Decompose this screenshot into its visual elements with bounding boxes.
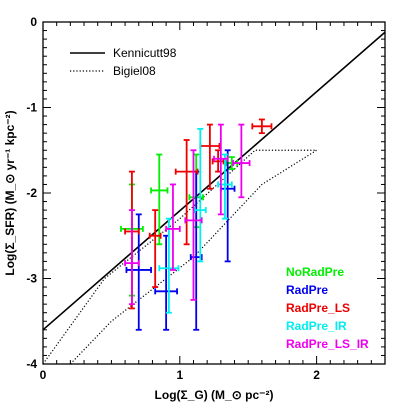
data-point-radpre-ls-ir <box>232 123 251 199</box>
data-point-radpre-ls-ir <box>184 149 203 301</box>
legend-label-radpre-ls-ir: RadPre_LS_IR <box>286 337 369 351</box>
legend-label-radpre-ir: RadPre_IR <box>286 319 347 333</box>
line-legend: Kennicutt98 Bigiel08 <box>70 46 177 78</box>
data-point-radpre-ls <box>148 209 162 288</box>
axis-titles: Log(Σ_G) (M_⊙ pc⁻²) Log(Σ_SFR) (M_⊙ yr⁻¹… <box>3 110 273 402</box>
data-point-radpre-ls <box>174 139 199 246</box>
legend-label-radpre: RadPre <box>286 283 328 297</box>
data-point-radpre-ls-ir <box>213 123 229 216</box>
x-axis-label: Log(Σ_G) (M_⊙ pc⁻²) <box>155 388 274 402</box>
relation-line-bigiel08 <box>42 149 319 365</box>
x-tick-label: 1 <box>176 368 183 382</box>
y-tick-label: -4 <box>26 357 37 371</box>
data-point-radpre-ls-ir <box>124 209 140 306</box>
legend-label-bigiel: Bigiel08 <box>113 64 156 78</box>
data-point-radpre <box>154 234 178 331</box>
series-legend: NoRadPre RadPre RadPre_LS RadPre_IR RadPre_L… <box>286 265 369 351</box>
data-point-radpre-ls <box>199 123 221 190</box>
ticks-layer: 0 1 2 0 -1 -2 -3 -4 <box>26 15 386 382</box>
y-tick-label: -2 <box>26 186 37 200</box>
data-points <box>120 118 273 331</box>
legend-label-kennicutt: Kennicutt98 <box>113 46 177 60</box>
x-tick-label: 0 <box>40 368 47 382</box>
y-tick-label: -3 <box>26 272 37 286</box>
data-point-noradpre <box>150 153 169 246</box>
relation-line-kennicutt98 <box>42 31 386 331</box>
data-point-radpre-ir <box>158 217 180 314</box>
legend-label-noradpre: NoRadPre <box>286 265 344 279</box>
legend-label-radpre-ls: RadPre_LS <box>286 301 350 315</box>
y-axis-label: Log(Σ_SFR) (M_⊙ yr⁻¹ kpc⁻²) <box>3 110 17 275</box>
y-tick-label: 0 <box>30 15 37 29</box>
data-point-radpre-ls-ir <box>165 183 181 271</box>
x-tick-label: 2 <box>313 368 320 382</box>
data-point-radpre-ir <box>193 127 207 263</box>
data-point-radpre-ls <box>251 118 273 135</box>
y-tick-label: -1 <box>26 101 37 115</box>
